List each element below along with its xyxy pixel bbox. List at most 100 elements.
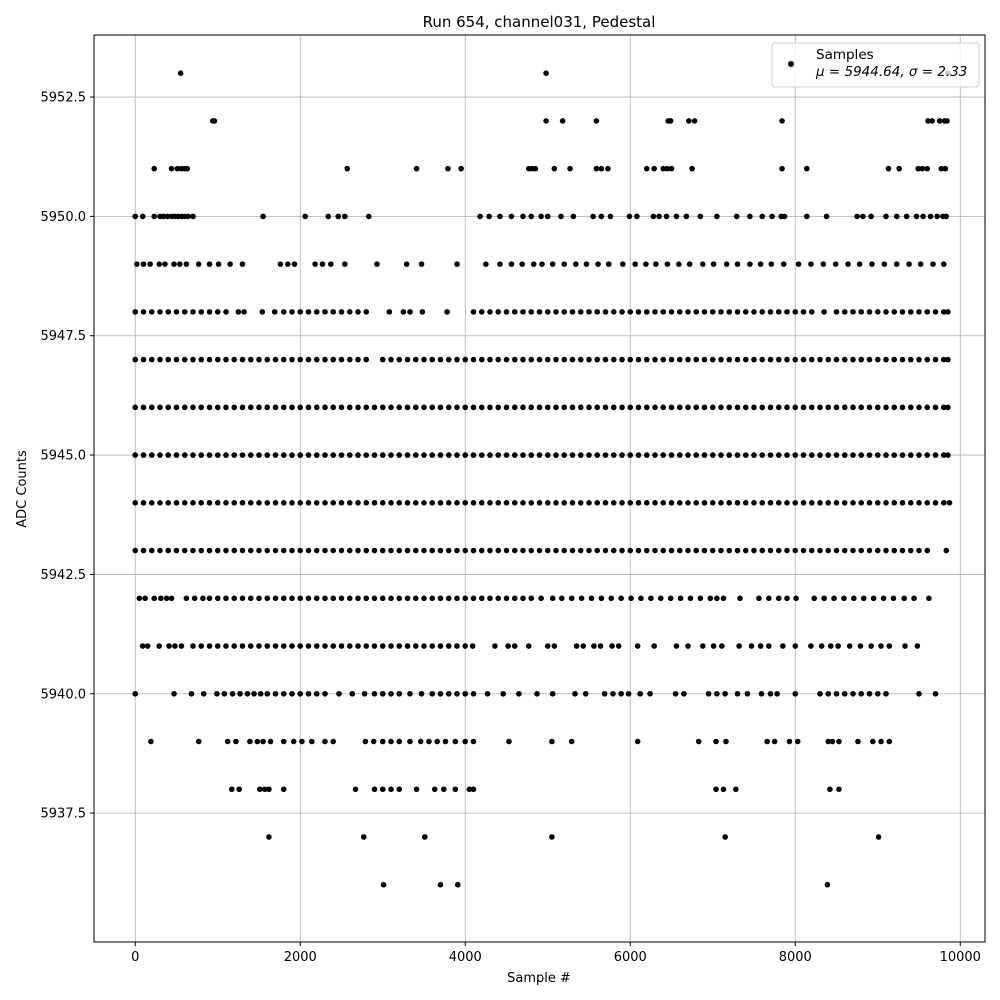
data-point bbox=[330, 738, 337, 745]
data-point bbox=[404, 547, 411, 554]
data-point bbox=[371, 595, 378, 602]
data-point bbox=[388, 738, 394, 745]
data-point bbox=[594, 356, 601, 363]
data-point bbox=[445, 547, 452, 554]
data-point bbox=[190, 500, 196, 506]
data-point bbox=[569, 452, 576, 458]
data-point bbox=[264, 404, 271, 411]
data-point bbox=[652, 309, 658, 315]
data-point bbox=[157, 500, 163, 506]
data-point bbox=[635, 547, 642, 554]
data-point bbox=[396, 595, 403, 602]
data-point bbox=[177, 261, 183, 267]
data-point bbox=[386, 309, 393, 315]
data-point bbox=[190, 452, 196, 458]
data-point bbox=[338, 500, 345, 506]
data-point bbox=[227, 261, 233, 267]
data-point bbox=[693, 500, 700, 506]
data-point bbox=[297, 309, 304, 315]
data-point bbox=[943, 213, 950, 220]
data-point bbox=[257, 786, 263, 793]
y-tick-label: 5942.5 bbox=[41, 568, 87, 583]
data-point bbox=[421, 643, 427, 649]
data-point bbox=[495, 547, 502, 554]
data-point bbox=[247, 595, 254, 602]
data-point bbox=[660, 356, 667, 363]
data-point bbox=[891, 356, 898, 363]
data-point bbox=[500, 690, 507, 697]
data-point bbox=[536, 452, 543, 458]
data-point bbox=[768, 261, 775, 267]
data-point bbox=[927, 213, 934, 220]
data-point bbox=[363, 452, 370, 458]
data-point bbox=[676, 356, 683, 363]
data-point bbox=[619, 356, 625, 363]
data-point bbox=[845, 261, 851, 267]
data-point bbox=[346, 404, 353, 411]
data-point bbox=[297, 643, 304, 649]
data-point bbox=[544, 356, 551, 363]
data-point bbox=[710, 261, 717, 267]
data-point bbox=[206, 547, 213, 554]
data-point bbox=[437, 690, 444, 697]
data-point bbox=[251, 690, 257, 697]
data-point bbox=[396, 356, 403, 363]
data-point bbox=[487, 547, 493, 554]
data-point bbox=[594, 404, 601, 411]
data-point bbox=[256, 643, 262, 649]
data-point bbox=[627, 500, 634, 506]
data-point bbox=[322, 356, 328, 363]
data-point bbox=[701, 404, 708, 411]
data-point bbox=[313, 309, 320, 315]
data-point bbox=[297, 356, 304, 363]
data-point bbox=[734, 500, 741, 506]
y-tick-label: 5945.0 bbox=[41, 449, 87, 464]
legend-marker bbox=[788, 61, 794, 67]
data-point bbox=[833, 452, 840, 458]
data-point bbox=[737, 595, 743, 602]
data-point bbox=[478, 500, 485, 506]
data-point bbox=[396, 547, 403, 554]
data-point bbox=[520, 500, 526, 506]
data-point bbox=[322, 500, 328, 506]
data-point bbox=[404, 404, 411, 411]
data-point bbox=[520, 356, 526, 363]
data-point bbox=[792, 500, 799, 506]
data-point bbox=[924, 547, 931, 554]
data-point bbox=[643, 547, 650, 554]
data-point bbox=[601, 690, 608, 697]
data-point bbox=[543, 70, 549, 76]
data-point bbox=[330, 452, 337, 458]
data-point bbox=[759, 404, 766, 411]
data-point bbox=[685, 643, 691, 649]
data-point bbox=[718, 404, 724, 411]
data-point bbox=[945, 452, 951, 458]
data-point bbox=[831, 595, 837, 602]
data-point bbox=[709, 356, 716, 363]
data-point bbox=[883, 500, 889, 506]
data-point bbox=[751, 452, 757, 458]
data-point bbox=[723, 261, 730, 267]
data-point bbox=[619, 547, 625, 554]
data-point bbox=[166, 643, 172, 649]
data-point bbox=[602, 547, 609, 554]
data-point bbox=[413, 165, 420, 172]
data-point bbox=[228, 786, 235, 793]
x-axis-label: Sample # bbox=[507, 971, 571, 986]
data-point bbox=[452, 738, 459, 745]
data-point bbox=[860, 595, 867, 602]
data-point bbox=[266, 834, 272, 840]
data-point bbox=[462, 738, 469, 745]
data-point bbox=[825, 452, 832, 458]
data-point bbox=[190, 547, 196, 554]
data-point bbox=[901, 595, 907, 602]
legend-entry-stats: μ = 5944.64, σ = 2.33 bbox=[815, 64, 967, 80]
data-point bbox=[619, 309, 625, 315]
data-point bbox=[417, 738, 424, 745]
data-point bbox=[767, 404, 774, 411]
data-point bbox=[429, 500, 436, 506]
data-point bbox=[506, 738, 512, 745]
data-point bbox=[148, 547, 155, 554]
data-point bbox=[421, 500, 427, 506]
data-point bbox=[570, 213, 577, 220]
